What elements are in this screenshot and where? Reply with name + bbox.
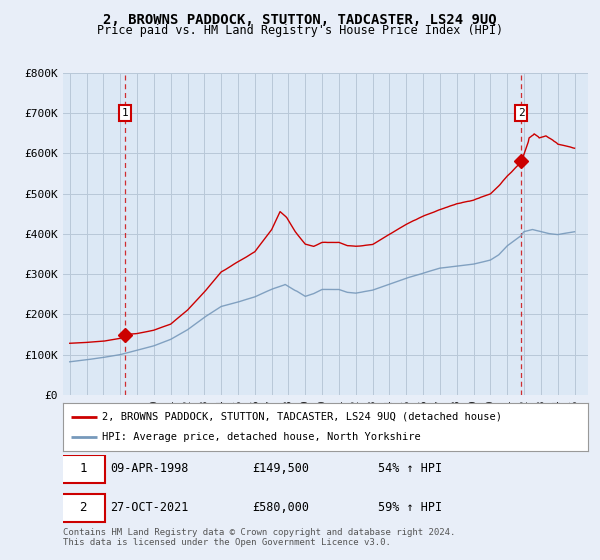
Text: 1: 1 bbox=[121, 108, 128, 118]
Text: 27-OCT-2021: 27-OCT-2021 bbox=[110, 501, 188, 514]
Text: 2: 2 bbox=[518, 108, 524, 118]
FancyBboxPatch shape bbox=[61, 455, 105, 483]
Text: £149,500: £149,500 bbox=[252, 462, 309, 475]
Text: 2, BROWNS PADDOCK, STUTTON, TADCASTER, LS24 9UQ: 2, BROWNS PADDOCK, STUTTON, TADCASTER, L… bbox=[103, 13, 497, 27]
Text: 2, BROWNS PADDOCK, STUTTON, TADCASTER, LS24 9UQ (detached house): 2, BROWNS PADDOCK, STUTTON, TADCASTER, L… bbox=[103, 412, 502, 422]
Text: 54% ↑ HPI: 54% ↑ HPI bbox=[378, 462, 442, 475]
Text: HPI: Average price, detached house, North Yorkshire: HPI: Average price, detached house, Nort… bbox=[103, 432, 421, 442]
Text: £580,000: £580,000 bbox=[252, 501, 309, 514]
Text: 2: 2 bbox=[79, 501, 87, 514]
FancyBboxPatch shape bbox=[61, 494, 105, 522]
Text: 09-APR-1998: 09-APR-1998 bbox=[110, 462, 188, 475]
Text: Price paid vs. HM Land Registry's House Price Index (HPI): Price paid vs. HM Land Registry's House … bbox=[97, 24, 503, 37]
Text: Contains HM Land Registry data © Crown copyright and database right 2024.
This d: Contains HM Land Registry data © Crown c… bbox=[63, 528, 455, 547]
Text: 1: 1 bbox=[79, 462, 87, 475]
Text: 59% ↑ HPI: 59% ↑ HPI bbox=[378, 501, 442, 514]
